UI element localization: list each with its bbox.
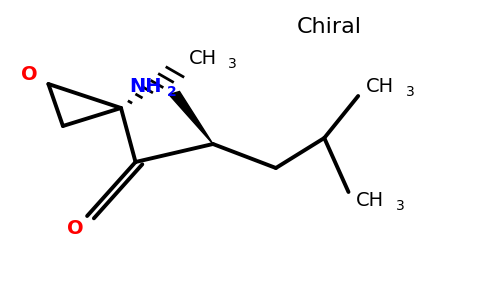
Text: Chiral: Chiral — [297, 17, 362, 37]
Text: 3: 3 — [406, 85, 414, 99]
Text: 2: 2 — [166, 85, 176, 98]
Text: 3: 3 — [228, 57, 237, 70]
Text: NH: NH — [129, 77, 162, 97]
Text: CH: CH — [189, 49, 217, 68]
Text: O: O — [21, 65, 37, 85]
Text: O: O — [67, 218, 83, 238]
Polygon shape — [169, 92, 213, 144]
Text: CH: CH — [366, 77, 394, 97]
Text: CH: CH — [356, 191, 384, 211]
Text: 3: 3 — [396, 199, 405, 213]
